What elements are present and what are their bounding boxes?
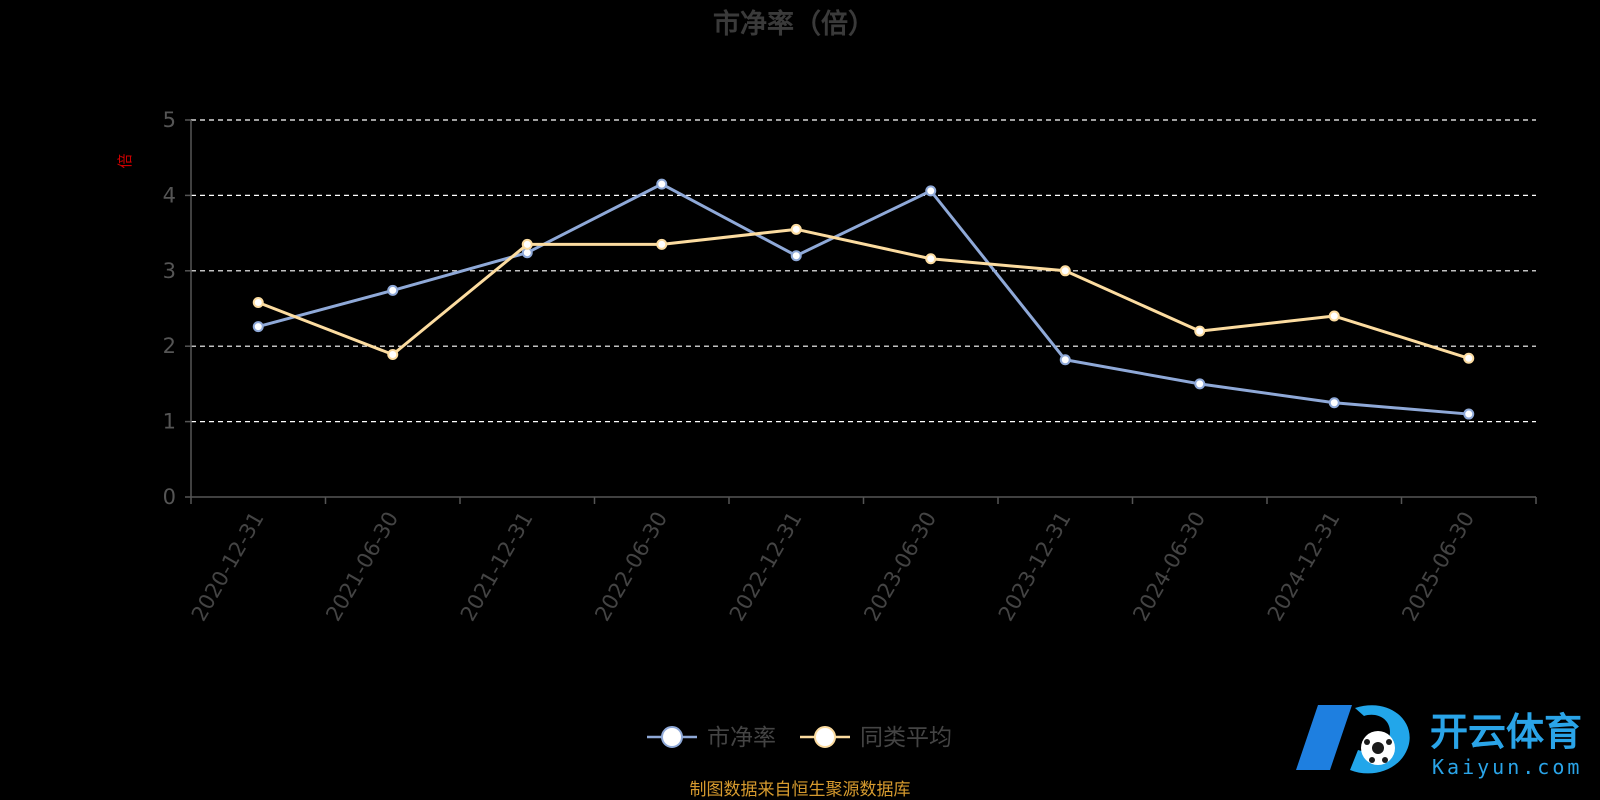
series-1 <box>252 178 1475 420</box>
legend-item-2[interactable]: 同类平均 <box>800 725 952 751</box>
data-point[interactable] <box>790 250 802 262</box>
data-point[interactable] <box>1463 408 1475 420</box>
legend-marker <box>661 726 683 748</box>
x-tick-label: 2022-06-30 <box>590 508 672 626</box>
y-tick-label: 4 <box>163 183 176 207</box>
series-line <box>257 227 1470 360</box>
grid-lines <box>191 119 1536 423</box>
data-point[interactable] <box>925 253 937 265</box>
data-point[interactable] <box>1059 265 1071 277</box>
y-tick-label: 5 <box>163 108 176 132</box>
series-2 <box>252 223 1475 364</box>
data-point[interactable] <box>1463 352 1475 364</box>
y-tick-label: 3 <box>163 259 176 283</box>
y-tick-label: 0 <box>163 485 176 509</box>
data-point[interactable] <box>252 296 264 308</box>
y-axis-unit: 倍 <box>116 153 134 168</box>
watermark-en: Kaiyun.com <box>1432 755 1582 779</box>
data-point[interactable] <box>387 348 399 360</box>
legend-marker <box>814 726 836 748</box>
data-point[interactable] <box>1328 397 1340 409</box>
x-tick-label: 2023-06-30 <box>859 508 941 626</box>
data-point[interactable] <box>1059 354 1071 366</box>
data-point[interactable] <box>656 238 668 250</box>
y-tick-label: 2 <box>163 334 176 358</box>
data-point[interactable] <box>387 284 399 296</box>
legend-label: 市净率 <box>707 725 776 751</box>
series-line <box>257 182 1469 416</box>
data-point[interactable] <box>521 238 533 250</box>
legend-label: 同类平均 <box>860 725 952 751</box>
legend[interactable]: 市净率 同类平均 <box>647 725 952 751</box>
axes <box>185 119 1537 504</box>
watermark-logo: 开云体育 Kaiyun.com <box>1296 705 1582 779</box>
data-point[interactable] <box>1194 378 1206 390</box>
data-point[interactable] <box>656 178 668 190</box>
legend-item-1[interactable]: 市净率 <box>647 725 776 751</box>
x-tick-label: 2024-06-30 <box>1128 508 1210 626</box>
x-tick-label: 2025-06-30 <box>1397 508 1479 626</box>
data-point[interactable] <box>790 223 802 235</box>
x-tick-labels: 2020-12-31 2021-06-30 2021-12-31 2022-06-30… <box>187 508 1479 626</box>
x-tick-label: 2024-12-31 <box>1263 508 1345 626</box>
y-tick-labels: 0 1 2 3 4 5 <box>163 108 176 509</box>
x-tick-label: 2022-12-31 <box>725 508 807 626</box>
series-group <box>252 178 1475 420</box>
watermark-cn: 开云体育 <box>1430 710 1582 754</box>
x-tick-label: 2020-12-31 <box>187 508 269 626</box>
data-point[interactable] <box>925 185 937 197</box>
x-tick-label: 2021-12-31 <box>456 508 538 626</box>
chart-title: 市净率（倍） <box>713 8 875 40</box>
y-tick-label: 1 <box>163 410 176 434</box>
x-tick-label: 2023-12-31 <box>994 508 1076 626</box>
data-point[interactable] <box>1194 325 1206 337</box>
data-point[interactable] <box>1328 310 1340 322</box>
x-tick-label: 2021-06-30 <box>321 508 403 626</box>
logo-icon <box>1296 705 1410 774</box>
data-point[interactable] <box>252 321 264 333</box>
source-note: 制图数据来自恒生聚源数据库 <box>690 780 911 800</box>
